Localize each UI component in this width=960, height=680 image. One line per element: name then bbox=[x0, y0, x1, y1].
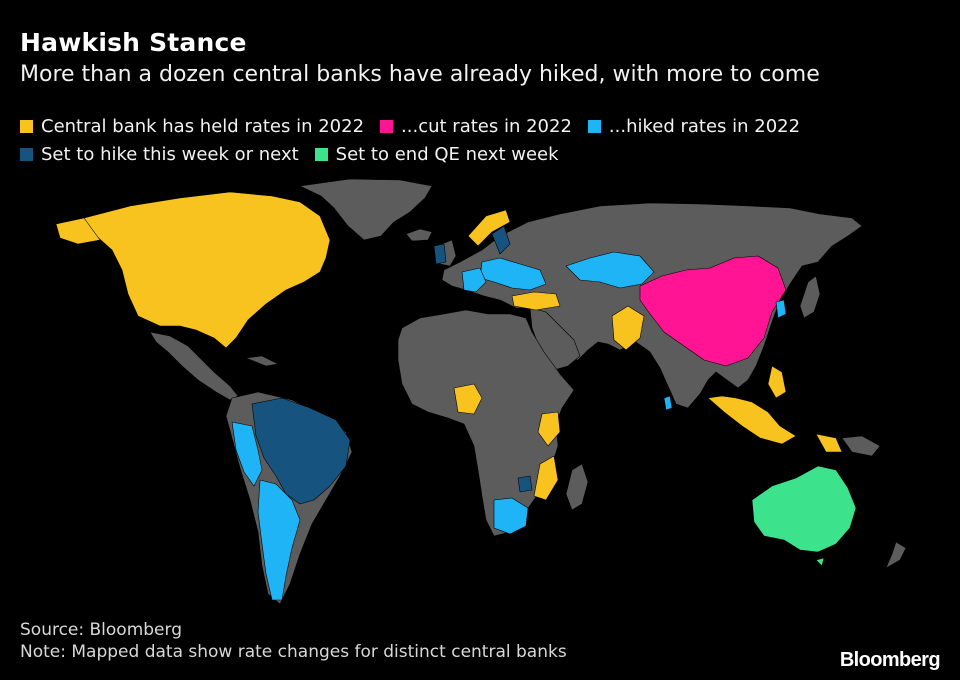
uk-ireland bbox=[433, 243, 447, 265]
kazakhstan bbox=[565, 251, 655, 289]
japan bbox=[799, 275, 821, 319]
end-qe-countries bbox=[751, 465, 857, 567]
legend-item-set-to-hike: Set to hike this week or next bbox=[20, 144, 299, 165]
chile-argentina bbox=[257, 479, 301, 601]
china bbox=[639, 255, 787, 367]
cut-rates-countries bbox=[639, 255, 787, 367]
sweden-finland bbox=[491, 225, 511, 255]
brazil bbox=[251, 397, 351, 505]
usa-canada bbox=[83, 191, 331, 349]
alaska bbox=[55, 217, 101, 245]
madagascar bbox=[565, 463, 589, 511]
legend-item-cut: ...cut rates in 2022 bbox=[380, 116, 572, 137]
legend: Central bank has held rates in 2022 ...c… bbox=[20, 112, 950, 168]
tasmania bbox=[815, 557, 825, 567]
legend-label-end-qe: Set to end QE next week bbox=[335, 143, 559, 165]
legend-item-hiked: ...hiked rates in 2022 bbox=[587, 115, 801, 137]
footnote: Note: Mapped data show rate changes for … bbox=[20, 642, 567, 662]
legend-item-held: Central bank has held rates in 2022 bbox=[20, 116, 364, 137]
chart-title: Hawkish Stance bbox=[20, 28, 247, 57]
legend-swatch-end-qe bbox=[314, 147, 328, 161]
legend-label-hiked: ...hiked rates in 2022 bbox=[608, 115, 801, 137]
held-rates-countries bbox=[55, 191, 843, 501]
world-map bbox=[55, 178, 907, 605]
chart-subtitle: More than a dozen central banks have alr… bbox=[20, 62, 820, 87]
legend-swatch-hiked bbox=[587, 119, 601, 133]
kenya bbox=[537, 411, 561, 447]
turkey bbox=[511, 291, 561, 311]
source-note: Source: Bloomberg bbox=[20, 620, 182, 640]
caribbean bbox=[245, 355, 279, 367]
iceland bbox=[405, 228, 433, 242]
norway bbox=[467, 209, 511, 247]
hiked-rates-countries bbox=[231, 251, 787, 601]
legend-row-1: Central bank has held rates in 2022 ...c… bbox=[20, 112, 950, 140]
papua-new-guinea bbox=[815, 433, 843, 453]
indonesia bbox=[707, 395, 797, 445]
philippines bbox=[767, 365, 787, 399]
eastern-europe bbox=[479, 257, 547, 291]
sri-lanka bbox=[663, 395, 673, 411]
new-zealand bbox=[885, 541, 907, 569]
legend-label-cut: ...cut rates in 2022 bbox=[401, 115, 572, 137]
australia bbox=[751, 465, 857, 553]
set-to-hike-countries bbox=[251, 225, 533, 505]
nigeria bbox=[453, 383, 483, 415]
south-africa bbox=[493, 497, 529, 535]
zimbabwe bbox=[517, 475, 533, 493]
south-korea bbox=[775, 299, 787, 319]
central-europe bbox=[461, 267, 487, 293]
new-guinea bbox=[841, 435, 881, 457]
legend-row-2: Set to hike this week or next Set to end… bbox=[20, 140, 950, 168]
greenland bbox=[299, 178, 433, 241]
legend-swatch-set-to-hike bbox=[20, 147, 33, 161]
legend-swatch-cut bbox=[380, 119, 394, 133]
legend-label-set-to-hike: Set to hike this week or next bbox=[41, 143, 299, 165]
legend-item-end-qe: Set to end QE next week bbox=[314, 143, 559, 165]
colombia-peru-ecuador bbox=[231, 421, 263, 487]
legend-label-held: Central bank has held rates in 2022 bbox=[41, 115, 365, 137]
bloomberg-logo: Bloomberg bbox=[839, 649, 941, 671]
mozambique bbox=[533, 455, 559, 501]
legend-swatch-held bbox=[20, 119, 33, 133]
pakistan bbox=[611, 305, 645, 351]
